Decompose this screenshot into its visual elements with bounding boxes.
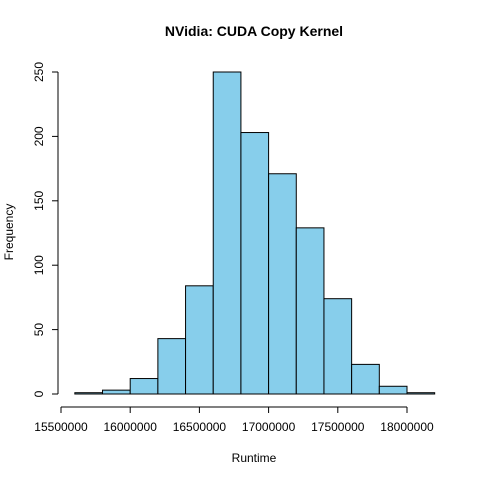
histogram-bar bbox=[268, 173, 297, 395]
histogram-bar bbox=[323, 298, 353, 395]
x-tick-label: 17000000 bbox=[242, 420, 296, 434]
y-tick-label: 150 bbox=[32, 190, 46, 210]
histogram-bar bbox=[74, 392, 104, 395]
x-tick-label: 16000000 bbox=[104, 420, 158, 434]
bars-group bbox=[74, 71, 436, 395]
histogram-bar bbox=[240, 132, 270, 395]
histogram-bar bbox=[129, 378, 159, 395]
y-axis: 0 50 100 150 200 250 bbox=[32, 62, 59, 397]
histogram-bar bbox=[102, 389, 131, 395]
histogram-bar bbox=[157, 338, 187, 395]
histogram-bar bbox=[378, 385, 408, 395]
x-tick-label: 15500000 bbox=[34, 420, 88, 434]
x-tick-label: 18000000 bbox=[380, 420, 434, 434]
histogram-bar bbox=[351, 363, 380, 395]
y-tick-label: 50 bbox=[32, 323, 46, 337]
x-axis-label: Runtime bbox=[232, 451, 277, 465]
y-tick-label: 200 bbox=[32, 126, 46, 146]
histogram-bar bbox=[185, 285, 214, 395]
histogram-bar bbox=[406, 392, 436, 395]
y-tick-label: 250 bbox=[32, 62, 46, 82]
histogram-bar bbox=[212, 71, 242, 395]
x-tick-label: 17500000 bbox=[311, 420, 365, 434]
y-tick-label: 100 bbox=[32, 255, 46, 275]
y-axis-label: Frequency bbox=[2, 204, 16, 261]
histogram-bar bbox=[295, 227, 325, 395]
chart-title: NVidia: CUDA Copy Kernel bbox=[165, 23, 343, 39]
y-tick-label: 0 bbox=[32, 390, 46, 397]
x-tick-label: 16500000 bbox=[173, 420, 227, 434]
x-axis: 15500000 16000000 16500000 17000000 17500000… bbox=[34, 406, 434, 434]
